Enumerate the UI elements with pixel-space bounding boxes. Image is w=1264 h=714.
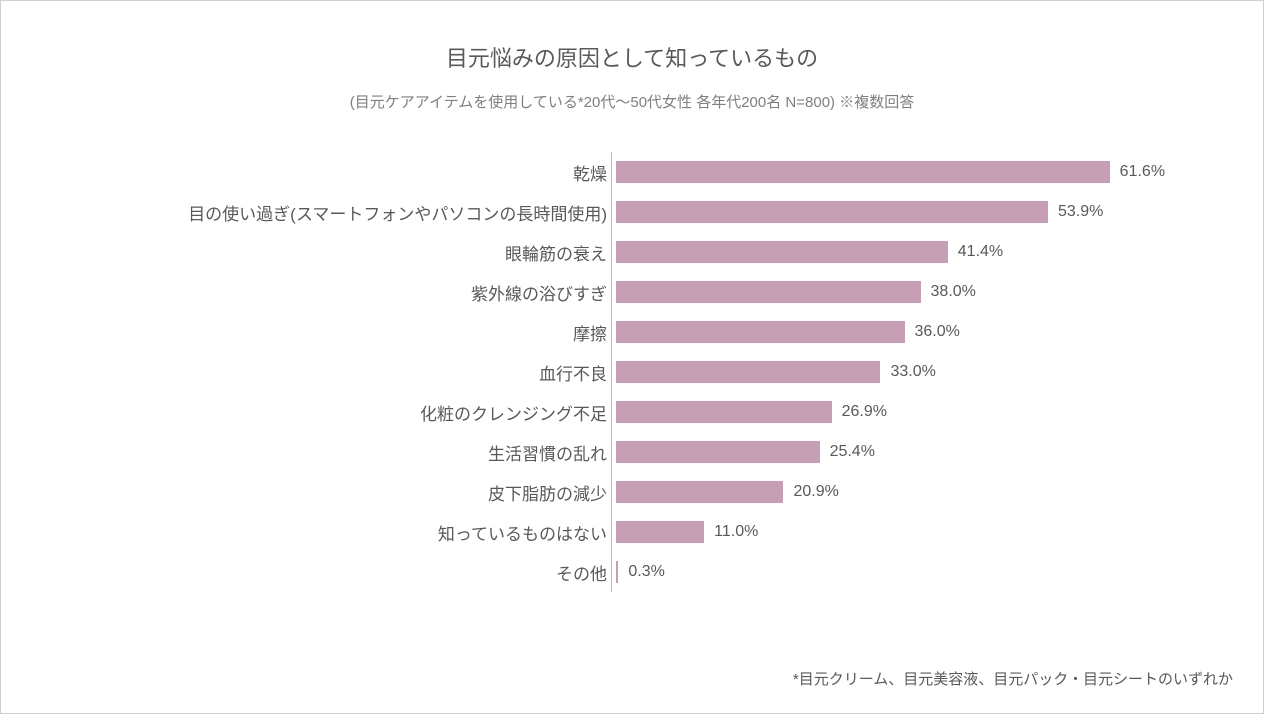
bar-track: 33.0% — [611, 352, 1173, 392]
bar-label: 生活習慣の乱れ — [71, 440, 611, 465]
bar-label: 化粧のクレンジング不足 — [71, 400, 611, 425]
bar-row: 目の使い過ぎ(スマートフォンやパソコンの長時間使用) 53.9% — [71, 192, 1173, 232]
bar-row: 摩擦 36.0% — [71, 312, 1173, 352]
bar — [616, 401, 832, 423]
bar-row: 眼輪筋の衰え 41.4% — [71, 232, 1173, 272]
bar-label: 紫外線の浴びすぎ — [71, 280, 611, 305]
bar — [616, 441, 820, 463]
bar-row: 生活習慣の乱れ 25.4% — [71, 432, 1173, 472]
bar — [616, 241, 948, 263]
bar-row: 乾燥 61.6% — [71, 152, 1173, 192]
bar-value: 53.9% — [1058, 203, 1103, 221]
bar-track: 26.9% — [611, 392, 1173, 432]
bar-track: 25.4% — [611, 432, 1173, 472]
chart-title: 目元悩みの原因として知っているもの — [31, 41, 1233, 73]
bar-value: 36.0% — [915, 323, 960, 341]
bar-track: 38.0% — [611, 272, 1173, 312]
bar-label: その他 — [71, 560, 611, 585]
chart-footnote: *目元クリーム、目元美容液、目元パック・目元シートのいずれか — [793, 668, 1233, 689]
bar-row: 紫外線の浴びすぎ 38.0% — [71, 272, 1173, 312]
bar-value: 20.9% — [793, 483, 838, 501]
bar — [616, 361, 880, 383]
bar-row: その他 0.3% — [71, 552, 1173, 592]
bar — [616, 481, 783, 503]
bar-label: 眼輪筋の衰え — [71, 240, 611, 265]
bar-value: 61.6% — [1120, 163, 1165, 181]
chart-area: 乾燥 61.6% 目の使い過ぎ(スマートフォンやパソコンの長時間使用) 53.9% 眼輪… — [71, 152, 1173, 592]
bar — [616, 321, 905, 343]
bar-value: 26.9% — [842, 403, 887, 421]
bar-track: 36.0% — [611, 312, 1173, 352]
bar-value: 38.0% — [931, 283, 976, 301]
bar-track: 20.9% — [611, 472, 1173, 512]
bar-value: 25.4% — [830, 443, 875, 461]
bar-track: 0.3% — [611, 552, 1173, 592]
bar-track: 61.6% — [611, 152, 1173, 192]
bar — [616, 201, 1048, 223]
bar-value: 41.4% — [958, 243, 1003, 261]
bar-track: 11.0% — [611, 512, 1173, 552]
bar-row: 皮下脂肪の減少 20.9% — [71, 472, 1173, 512]
bar-row: 知っているものはない 11.0% — [71, 512, 1173, 552]
bar-value: 33.0% — [890, 363, 935, 381]
bar-label: 目の使い過ぎ(スマートフォンやパソコンの長時間使用) — [71, 200, 611, 225]
bar — [616, 281, 921, 303]
bar-label: 知っているものはない — [71, 520, 611, 545]
bar-track: 53.9% — [611, 192, 1173, 232]
bar — [616, 521, 704, 543]
bar-value: 0.3% — [628, 563, 664, 581]
bar — [616, 561, 618, 583]
bar-track: 41.4% — [611, 232, 1173, 272]
bar-label: 乾燥 — [71, 160, 611, 185]
bar-value: 11.0% — [714, 523, 758, 541]
bar-row: 化粧のクレンジング不足 26.9% — [71, 392, 1173, 432]
bar — [616, 161, 1110, 183]
bar-row: 血行不良 33.0% — [71, 352, 1173, 392]
bar-label: 皮下脂肪の減少 — [71, 480, 611, 505]
bar-label: 血行不良 — [71, 360, 611, 385]
chart-subtitle: (目元ケアアイテムを使用している*20代～50代女性 各年代200名 N=800… — [31, 91, 1233, 112]
chart-container: 目元悩みの原因として知っているもの (目元ケアアイテムを使用している*20代～5… — [0, 0, 1264, 714]
bar-label: 摩擦 — [71, 320, 611, 345]
